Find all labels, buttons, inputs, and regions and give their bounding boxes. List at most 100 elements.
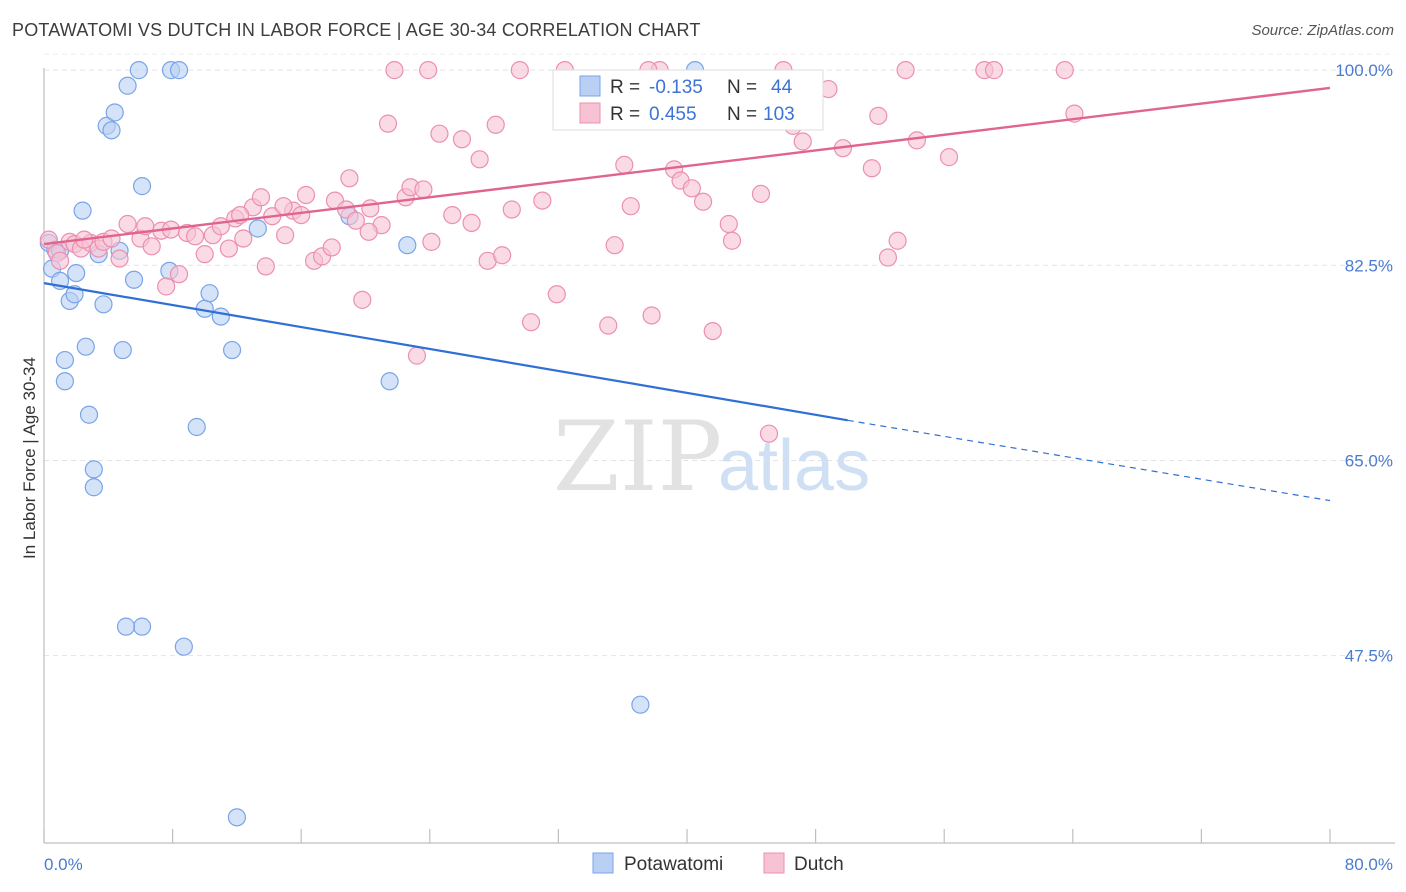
potawatomi-point <box>227 808 246 827</box>
legend-swatch-potawatomi <box>579 75 601 97</box>
dutch-point <box>615 155 634 175</box>
y-tick-label: 82.5% <box>1345 256 1393 275</box>
dutch-point <box>361 199 380 218</box>
dutch-point <box>340 169 359 188</box>
potawatomi-point <box>94 295 113 314</box>
dutch-point <box>521 313 541 332</box>
potawatomi-point <box>187 417 206 437</box>
potawatomi-point <box>55 372 74 391</box>
dutch-point <box>443 205 462 225</box>
potawatomi-point <box>67 263 86 283</box>
potawatomi-point <box>84 460 103 479</box>
dutch-point <box>533 191 552 210</box>
dutch-point <box>385 61 404 80</box>
y-tick-label: 65.0% <box>1345 451 1393 470</box>
grid-lines <box>44 53 1395 657</box>
bottom-legend-label-potawatomi: Potawatomi <box>624 854 723 875</box>
legend-n-value-dutch: 103 <box>763 104 795 125</box>
potawatomi-point <box>169 61 189 80</box>
bottom-legend-label-dutch: Dutch <box>794 854 844 875</box>
dutch-point <box>50 251 70 270</box>
dutch-point <box>719 214 738 234</box>
dutch-point <box>510 61 529 80</box>
potawatomi-point <box>105 103 124 122</box>
dutch-point <box>110 249 129 268</box>
legend-r-value-potawatomi: -0.135 <box>649 77 703 98</box>
y-axis-title: In Labor Force | Age 30-34 <box>20 357 39 559</box>
potawatomi-point <box>174 637 193 656</box>
legend-n-label-1: N = <box>727 77 757 98</box>
legend-n-value-potawatomi: 44 <box>771 77 793 98</box>
axes <box>43 68 1395 844</box>
trend-lines <box>43 86 1331 502</box>
watermark-atlas: atlas <box>718 426 870 506</box>
dutch-point <box>195 245 214 264</box>
legend-r-label-1: R = <box>610 77 640 98</box>
series-legend: Potawatomi Dutch <box>592 852 844 875</box>
dutch-point <box>169 265 189 284</box>
dutch-point <box>502 200 521 219</box>
dutch-point <box>102 229 121 248</box>
dutch-point <box>359 222 378 241</box>
trend-line-potawatomi <box>43 282 848 422</box>
dutch-point <box>219 239 238 258</box>
dutch-point <box>452 130 472 149</box>
dutch-point <box>419 61 438 80</box>
y-tick-labels: 47.5% 65.0% 82.5% 100.0% <box>1335 61 1393 666</box>
potawatomi-point <box>73 201 92 220</box>
legend-n-label-2: N = <box>727 104 757 125</box>
bottom-legend-swatch-potawatomi <box>592 852 614 874</box>
potawatomi-point <box>248 219 267 238</box>
bottom-legend-swatch-dutch <box>763 852 785 874</box>
watermark-zip: ZIP <box>553 401 722 513</box>
dutch-point <box>621 197 640 216</box>
potawatomi-point <box>398 236 417 255</box>
dutch-point <box>751 184 771 204</box>
potawatomi-point <box>84 478 103 497</box>
dutch-point <box>462 213 481 233</box>
trend-line-dutch <box>43 86 1331 246</box>
dutch-point <box>605 236 624 255</box>
dutch-point <box>547 285 566 304</box>
dutch-point <box>414 180 433 199</box>
potawatomi-point <box>631 695 650 714</box>
source-label: Source: ZipAtlas.com <box>1251 22 1394 39</box>
potawatomi-point <box>211 307 230 326</box>
dutch-point <box>322 238 341 257</box>
watermark: ZIP atlas <box>553 401 870 513</box>
potawatomi-point <box>113 340 132 360</box>
potawatomi-point <box>55 350 74 370</box>
dutch-point <box>703 321 722 341</box>
dutch-point <box>346 211 365 230</box>
potawatomi-point <box>102 121 121 140</box>
dutch-point <box>1055 61 1074 80</box>
dutch-point <box>862 159 881 178</box>
potawatomi-point <box>118 76 137 95</box>
dutch-point <box>234 229 253 248</box>
dutch-point <box>759 424 779 443</box>
dutch-point <box>907 131 926 150</box>
dutch-point <box>888 231 907 250</box>
potawatomi-point <box>200 284 219 303</box>
x-ticks <box>43 829 1331 843</box>
dutch-point <box>430 124 449 143</box>
dutch-point <box>793 132 812 151</box>
dutch-point <box>422 232 441 251</box>
potawatomi-point <box>132 617 152 636</box>
potawatomi-point <box>380 372 399 391</box>
dutch-point <box>118 214 137 234</box>
dutch-point <box>493 246 512 265</box>
potawatomi-point <box>116 617 136 636</box>
trend-line-potawatomi-extension <box>847 419 1331 502</box>
dutch-point <box>878 248 898 267</box>
potawatomi-point <box>222 340 242 360</box>
dutch-point <box>274 197 293 216</box>
dutch-point <box>353 290 372 309</box>
x-tick-label-max: 80.0% <box>1345 855 1393 874</box>
legend-r-value-dutch: 0.455 <box>649 104 697 125</box>
chart-title: POTAWATOMI VS DUTCH IN LABOR FORCE | AGE… <box>12 20 701 40</box>
dutch-point <box>722 231 742 250</box>
dutch-point <box>470 150 489 169</box>
dutch-point <box>869 106 888 125</box>
